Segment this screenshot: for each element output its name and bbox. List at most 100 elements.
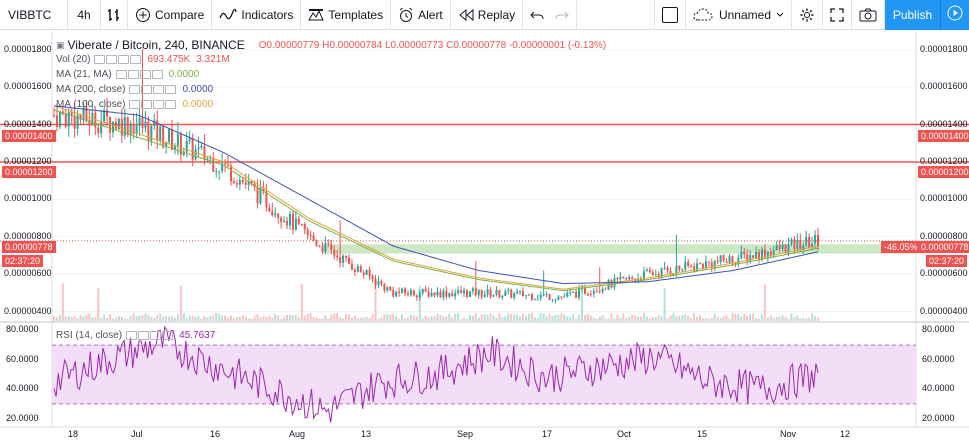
legend-ma21-label: MA (21, MA) [56, 69, 112, 80]
volume-bar [734, 314, 737, 321]
legend-rsi-controls[interactable] [126, 331, 174, 340]
candle-body [628, 277, 631, 280]
camera-icon [859, 8, 877, 22]
candle-body [486, 289, 489, 295]
candle-body [480, 289, 483, 297]
interval-button[interactable]: 4h [68, 0, 101, 30]
candle-body [663, 267, 666, 269]
volume-bar [374, 285, 377, 321]
candle-body [539, 294, 542, 299]
volume-bar [743, 313, 746, 321]
legend-ma21[interactable]: MA (21, MA) 0.0000 [56, 69, 199, 80]
candle-body [179, 134, 182, 155]
resistance-2-tag-right: 0.00001200 [918, 166, 969, 178]
collapse-icon[interactable]: ▣ [56, 39, 65, 50]
bar-style-button[interactable] [101, 0, 128, 30]
legend-ma200-controls[interactable] [129, 85, 177, 94]
volume-bar [333, 313, 336, 321]
legend-volume-value1: 693.475K [147, 54, 191, 65]
resistance-lines[interactable] [0, 123, 969, 163]
candle-body [463, 290, 466, 294]
volume-bar [477, 317, 480, 321]
volume-bar [536, 317, 539, 321]
volume-bar [578, 315, 581, 321]
indicators-wave-icon [219, 8, 238, 22]
legend-ma21-controls[interactable] [115, 70, 163, 79]
legend-volume[interactable]: Vol (20) 693.475K 3.321M [56, 54, 230, 65]
chart-canvas[interactable] [0, 31, 969, 442]
legend-ma100-value: 0.0000 [182, 99, 214, 110]
templates-button[interactable]: Templates [301, 0, 392, 30]
replay-button[interactable]: Replay [451, 0, 524, 30]
volume-bar [654, 317, 657, 321]
volume-bar [85, 314, 88, 321]
volume-bar [628, 316, 631, 321]
resistance-2-tag-left: 0.00001200 [2, 166, 56, 178]
candle-body [404, 288, 407, 294]
legend-volume-controls[interactable] [94, 55, 142, 64]
legend-rsi-value: 45.7637 [179, 330, 216, 341]
volume-bar [141, 315, 144, 321]
volume-bar [465, 318, 468, 321]
volume-bar [73, 316, 76, 321]
volume-bar [206, 317, 209, 321]
candle-body [194, 149, 197, 160]
volume-bar [209, 316, 212, 321]
undo-button[interactable] [523, 0, 548, 30]
volume-bar [737, 314, 740, 321]
volume-bar [598, 316, 601, 321]
candle-body [451, 293, 454, 297]
volume-bar [696, 316, 699, 321]
volume-bar [817, 317, 819, 321]
price-tick-label: 0.00001800 [4, 43, 52, 54]
settings-button[interactable] [792, 0, 823, 30]
legend-ma100-controls[interactable] [129, 100, 177, 109]
volume-bar [769, 315, 772, 321]
candle-body [132, 125, 135, 134]
volume-bar [468, 314, 471, 321]
volume-bar [79, 314, 82, 321]
publish-button[interactable]: Publish [885, 0, 941, 30]
candle-body [805, 236, 808, 246]
volume-bar [404, 318, 407, 321]
volume-bar [97, 288, 100, 321]
volume-bar [690, 318, 693, 321]
candle-body [533, 298, 536, 300]
fullscreen-button[interactable] [823, 0, 852, 30]
volume-bar [805, 318, 808, 321]
compare-button[interactable]: Compare [128, 0, 213, 30]
publish-options-button[interactable] [941, 0, 969, 30]
legend-ma100[interactable]: MA (100, close) 0.0000 [56, 99, 213, 110]
volume-bar [129, 315, 132, 321]
volume-bar [799, 318, 802, 321]
legend-rsi-label: RSI (14, close) [56, 330, 123, 341]
volume-bar [336, 313, 339, 321]
watch-checkbox[interactable] [653, 0, 686, 30]
alert-button[interactable]: Alert [391, 0, 451, 30]
compare-label: Compare [155, 7, 205, 22]
volume-bar [144, 313, 147, 321]
layout-save-button[interactable]: Unnamed [686, 0, 792, 30]
legend-ma200[interactable]: MA (200, close) 0.0000 [56, 84, 213, 95]
volume-bar [522, 313, 525, 321]
volume-bar [760, 314, 763, 321]
candle-body [749, 255, 752, 262]
snapshot-button[interactable] [852, 0, 885, 30]
candle-body [498, 289, 501, 298]
redo-button[interactable] [548, 0, 578, 30]
indicators-button[interactable]: Indicators [212, 0, 302, 30]
legend-rsi[interactable]: RSI (14, close) 45.7637 [56, 330, 215, 341]
volume-bar [386, 314, 389, 321]
candle-body [763, 249, 766, 258]
volume-bar [274, 313, 277, 321]
candle-body [669, 270, 672, 275]
candle-body [215, 171, 218, 173]
volume-bar [430, 316, 433, 321]
symbol-search[interactable]: VIBBTC [0, 0, 68, 30]
candle-body [542, 294, 545, 296]
volume-bar [454, 313, 457, 321]
volume-bar [153, 317, 156, 321]
support-zone[interactable] [322, 244, 916, 254]
candle-body [492, 294, 495, 297]
candle-body [138, 117, 141, 126]
